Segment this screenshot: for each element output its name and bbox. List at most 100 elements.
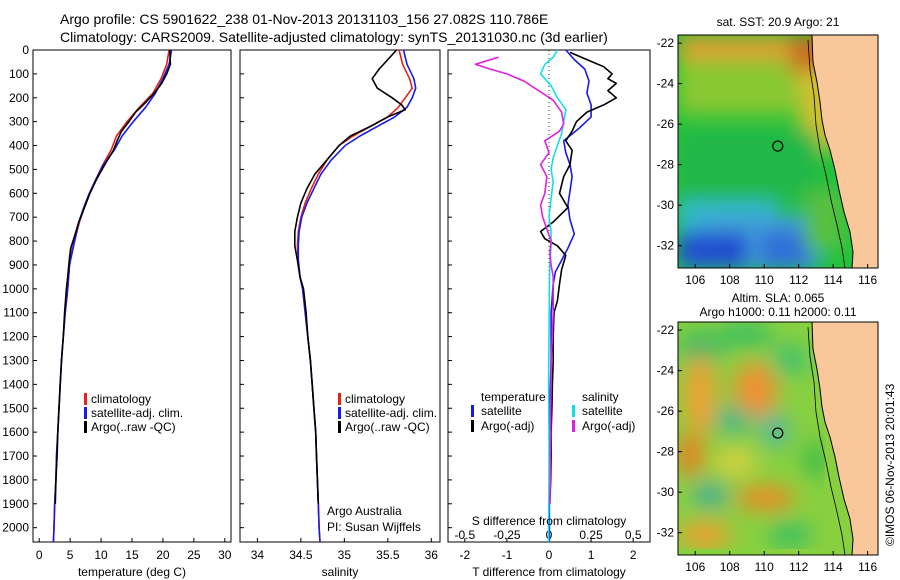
credit-pi: PI: Susan Wijffels: [327, 520, 421, 534]
temperature-legend: climatology satellite-adj. clim. Argo(..…: [84, 392, 183, 434]
legend-label-satellite: satellite-adj. clim.: [91, 406, 183, 420]
lat-tick-label: -26: [657, 117, 675, 131]
argo-location-marker: [772, 427, 784, 439]
sst-map: [678, 35, 878, 268]
s-diff-tick-label: -0.5: [454, 528, 475, 542]
lat-tick-label: -26: [657, 404, 675, 418]
legend-label-t-satellite: satellite: [481, 404, 522, 418]
legend-header-temperature: temperature: [481, 390, 546, 404]
series-line-satellite-adj-clim-: [52, 49, 173, 543]
legend-label-argo: Argo(..raw -QC): [345, 420, 430, 434]
series-line-satellite-adj-clim-: [297, 49, 417, 543]
lat-tick-label: -28: [657, 445, 675, 459]
coastline: [811, 35, 854, 268]
lat-tick-label: -24: [657, 77, 675, 91]
legend-swatch-satellite: [338, 407, 341, 419]
x-tick-label: 15: [125, 548, 139, 562]
sst-map-frame: [677, 34, 879, 269]
legend-swatch-s-satellite: [572, 405, 575, 417]
lon-tick-label: 110: [755, 273, 774, 287]
legend-label-s-argo: Argo(-adj): [582, 419, 635, 433]
series-line-argo-raw-qc-: [54, 49, 172, 504]
depth-tick-label: 100: [9, 67, 29, 81]
x-tick-label: 2: [630, 548, 637, 562]
temperature-axis-label: temperature (deg C): [78, 565, 186, 579]
depth-tick-label: 1400: [2, 377, 29, 391]
series-line-argo-raw-qc-: [293, 49, 407, 504]
s-diff-tick-label: 0.25: [579, 528, 603, 542]
depth-tick-label: 600: [9, 186, 29, 200]
x-tick-label: 0: [546, 548, 553, 562]
legend-swatch-climatology: [84, 393, 87, 405]
depth-tick-label: 300: [9, 115, 29, 129]
lon-tick-label: 108: [720, 560, 740, 574]
x-tick-label: 20: [156, 548, 170, 562]
coastline: [811, 322, 854, 555]
x-tick-label: 10: [94, 548, 108, 562]
credit-argo-australia: Argo Australia: [327, 504, 402, 518]
x-tick-label: 1: [588, 548, 595, 562]
sla-map-axes: 106 108 110 112 114 116 -22 -24 -26 -28 -30 -32: [657, 323, 878, 574]
x-tick-label: 35: [338, 548, 352, 562]
lat-tick-label: -24: [657, 364, 675, 378]
legend-swatch-t-satellite: [471, 405, 474, 417]
lon-tick-label: 106: [685, 273, 705, 287]
depth-tick-label: 1900: [2, 497, 29, 511]
difference-plot: -2 -1 0 1 2-0.5 -0.25 0 0.25 0.5: [448, 49, 642, 562]
temperature-plot: 0 5 10 15 20 25 30: [36, 49, 232, 562]
imos-credit: ©IMOS 06-Nov-2013 20:01:43: [883, 383, 897, 546]
header-line-1: Argo profile: CS 5901622_238 01-Nov-2013…: [60, 11, 548, 27]
sla-map: [678, 322, 878, 555]
legend-swatch-t-argo: [471, 420, 474, 432]
salinity-axis-label: salinity: [322, 565, 359, 579]
difference-legend: temperature salinity satellite Argo(-adj…: [471, 390, 635, 433]
legend-swatch-argo: [84, 421, 87, 433]
sla-map-frame: [677, 321, 879, 556]
salinity-panel-frame: [239, 49, 441, 543]
x-tick-label: 25: [187, 548, 201, 562]
s-diff-tick-label: 0.5: [625, 528, 642, 542]
land-mass: [812, 322, 878, 555]
series-line-climatology: [52, 49, 170, 543]
depth-tick-label: 800: [9, 234, 29, 248]
lat-tick-label: -22: [657, 323, 675, 337]
salinity-plot: 34 34.5 35 35.5 36: [240, 49, 438, 562]
x-tick-label: -1: [502, 548, 513, 562]
legend-label-argo: Argo(..raw -QC): [91, 420, 176, 434]
depth-tick-label: 700: [9, 210, 29, 224]
series-line-temperature-satellite: [548, 49, 592, 542]
x-tick-label: 0: [36, 548, 43, 562]
depth-tick-label: 1300: [2, 353, 29, 367]
legend-label-climatology: climatology: [345, 392, 405, 406]
lat-tick-label: -30: [657, 198, 675, 212]
depth-tick-label: 900: [9, 258, 29, 272]
legend-label-satellite: satellite-adj. clim.: [345, 406, 437, 420]
t-difference-axis-label: T difference from climatology: [472, 565, 626, 579]
series-line-temperature-argo-adj-: [539, 51, 618, 504]
depth-tick-label: 500: [9, 162, 29, 176]
legend-header-salinity: salinity: [582, 390, 619, 404]
depth-tick-label: 200: [9, 91, 29, 105]
depth-axis: 0 100 200 300 400 500 600 700 800 900 1000 1100 1200…: [2, 43, 37, 535]
depth-tick-label: 2000: [2, 521, 29, 535]
series-line-climatology: [296, 49, 414, 543]
legend-swatch-s-argo: [572, 420, 575, 432]
x-tick-label: 30: [218, 548, 232, 562]
depth-tick-label: 1800: [2, 473, 29, 487]
x-tick-label: -2: [459, 548, 470, 562]
land-mass: [812, 35, 878, 268]
depth-tick-label: 1000: [2, 282, 29, 296]
depth-tick-label: 400: [9, 139, 29, 153]
x-tick-label: 35.5: [376, 548, 400, 562]
legend-label-s-satellite: satellite: [582, 404, 623, 418]
legend-swatch-argo: [338, 421, 341, 433]
depth-tick-label: 1500: [2, 401, 29, 415]
lat-tick-label: -22: [657, 36, 675, 50]
sla-map-title-1: Altim. SLA: 0.065: [732, 291, 825, 305]
lat-tick-label: -28: [657, 158, 675, 172]
series-line-salinity-argo-adj-: [474, 56, 565, 504]
depth-tick-label: 1700: [2, 449, 29, 463]
legend-label-t-argo: Argo(-adj): [481, 419, 534, 433]
lon-tick-label: 114: [824, 273, 843, 287]
